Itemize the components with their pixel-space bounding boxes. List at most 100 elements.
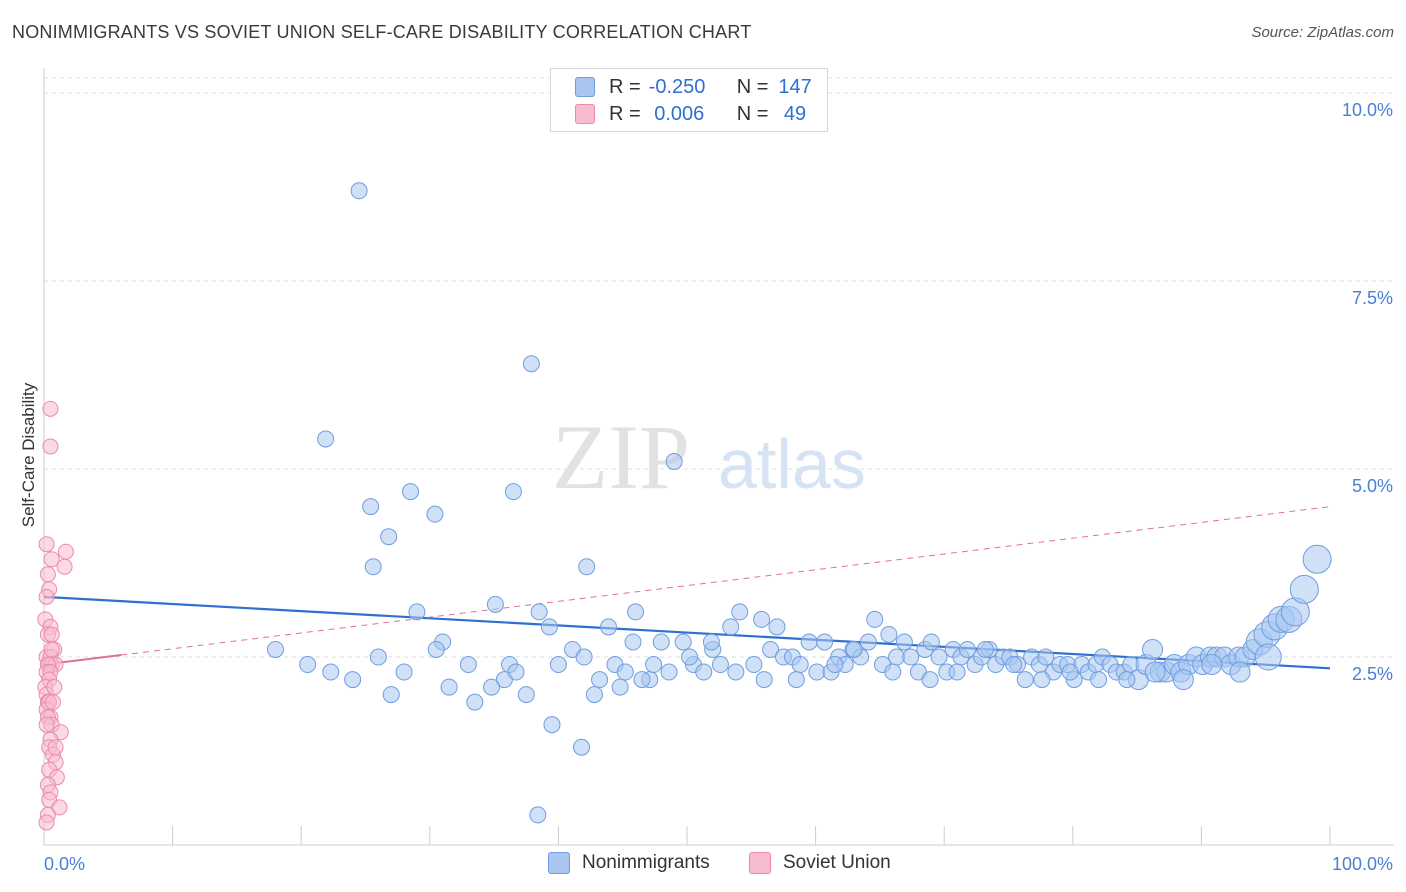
data-point-nonimmigrants xyxy=(322,663,340,681)
data-point-nonimmigrants xyxy=(317,430,335,448)
data-point-nonimmigrants xyxy=(402,483,420,501)
x-tick-label: 0.0% xyxy=(44,854,85,874)
data-point-nonimmigrants xyxy=(395,663,413,681)
data-point-nonimmigrants xyxy=(486,595,504,613)
data-point-nonimmigrants xyxy=(1254,643,1282,671)
data-point-nonimmigrants xyxy=(1118,671,1136,689)
legend-r-value: -0.250 xyxy=(648,75,706,98)
data-point-soviet-union xyxy=(43,641,60,658)
data-point-nonimmigrants xyxy=(895,633,913,651)
data-point-nonimmigrants xyxy=(948,663,966,681)
data-point-nonimmigrants xyxy=(1289,574,1319,604)
data-point-nonimmigrants xyxy=(921,671,939,689)
data-point-nonimmigrants xyxy=(440,678,458,696)
data-point-nonimmigrants xyxy=(902,648,920,666)
data-point-nonimmigrants xyxy=(616,663,634,681)
data-point-soviet-union xyxy=(56,558,73,575)
data-point-nonimmigrants xyxy=(369,648,387,666)
data-point-nonimmigrants xyxy=(808,663,826,681)
data-point-nonimmigrants xyxy=(578,558,596,576)
data-point-nonimmigrants xyxy=(627,603,645,621)
data-point-nonimmigrants xyxy=(624,633,642,651)
data-point-nonimmigrants xyxy=(1201,654,1223,676)
source-label: Source: ZipAtlas.com xyxy=(1251,24,1394,41)
data-point-nonimmigrants xyxy=(299,656,317,674)
y-axis-label: Self-Care Disability xyxy=(19,382,38,527)
legend-r-label: R = xyxy=(609,75,641,98)
chart-title: NONIMMIGRANTS VS SOVIET UNION SELF-CARE … xyxy=(12,22,752,42)
axes xyxy=(43,68,1394,846)
data-point-nonimmigrants xyxy=(1016,671,1034,689)
data-point-nonimmigrants xyxy=(880,625,898,643)
data-point-nonimmigrants xyxy=(816,633,834,651)
data-point-nonimmigrants xyxy=(380,528,398,546)
data-point-nonimmigrants xyxy=(1144,661,1166,683)
data-point-nonimmigrants xyxy=(507,663,525,681)
data-point-nonimmigrants xyxy=(540,618,558,636)
data-point-soviet-union xyxy=(45,694,62,711)
legend-n-label: N = xyxy=(736,75,769,98)
data-point-soviet-union xyxy=(57,543,74,560)
data-point-nonimmigrants xyxy=(681,648,699,666)
data-point-nonimmigrants xyxy=(549,656,567,674)
data-point-nonimmigrants xyxy=(611,678,629,696)
data-point-nonimmigrants xyxy=(800,633,818,651)
data-point-nonimmigrants xyxy=(958,640,976,658)
trend-line-nonimmigrants xyxy=(43,595,1331,670)
legend-n-label: N = xyxy=(736,102,769,125)
data-point-nonimmigrants xyxy=(652,633,670,651)
tick-labels: 2.5% 5.0% 7.5% 10.0% 0.0% 100.0% xyxy=(44,100,1393,874)
data-point-nonimmigrants xyxy=(922,633,940,651)
bottom-legend-label: Soviet Union xyxy=(783,852,891,873)
data-point-nonimmigrants xyxy=(665,453,683,470)
data-point-nonimmigrants xyxy=(543,716,561,734)
legend-n-value: 49 xyxy=(778,102,807,125)
data-point-nonimmigrants xyxy=(866,610,884,628)
data-point-nonimmigrants xyxy=(722,618,740,636)
legend-r-label: R = xyxy=(609,102,641,125)
data-point-soviet-union xyxy=(46,679,63,696)
data-point-soviet-union xyxy=(38,716,55,733)
data-point-nonimmigrants xyxy=(427,640,445,658)
series-nonimmigrants xyxy=(266,182,1332,824)
legend-r-value: 0.006 xyxy=(648,102,705,125)
data-point-nonimmigrants xyxy=(731,603,749,621)
y-tick-label: 5.0% xyxy=(1352,476,1393,496)
data-point-nonimmigrants xyxy=(350,182,368,200)
data-point-nonimmigrants xyxy=(845,640,863,658)
legend-swatch-pink xyxy=(575,104,595,124)
data-point-nonimmigrants xyxy=(1033,671,1051,689)
data-point-nonimmigrants xyxy=(1061,663,1079,681)
data-point-soviet-union xyxy=(47,739,64,756)
data-point-nonimmigrants xyxy=(483,678,501,696)
data-point-nonimmigrants xyxy=(695,663,713,681)
data-point-nonimmigrants xyxy=(645,656,663,674)
data-point-nonimmigrants xyxy=(585,686,603,704)
data-point-nonimmigrants xyxy=(591,671,609,689)
data-point-nonimmigrants xyxy=(1090,671,1108,689)
data-point-nonimmigrants xyxy=(522,355,540,373)
bottom-legend-label: Nonimmigrants xyxy=(582,852,710,873)
data-point-nonimmigrants xyxy=(573,738,591,756)
data-point-nonimmigrants xyxy=(504,483,522,501)
data-point-nonimmigrants xyxy=(1005,656,1023,674)
bottom-legend-soviet-union: Soviet Union xyxy=(749,852,891,874)
data-point-nonimmigrants xyxy=(382,686,400,704)
data-point-soviet-union xyxy=(39,566,56,583)
data-point-nonimmigrants xyxy=(787,671,805,689)
watermark: ZIP atlas xyxy=(552,406,866,508)
data-point-soviet-union xyxy=(43,626,60,643)
data-point-soviet-union xyxy=(38,536,55,553)
data-point-nonimmigrants xyxy=(884,663,902,681)
legend-row-soviet-union: R = 0.006 N = 49 xyxy=(575,102,806,126)
data-point-nonimmigrants xyxy=(575,648,593,666)
data-point-nonimmigrants xyxy=(1037,648,1055,666)
watermark-atlas: atlas xyxy=(718,425,866,503)
bottom-legend-swatch-blue xyxy=(548,852,570,874)
data-point-nonimmigrants xyxy=(344,671,362,689)
x-tick-label: 100.0% xyxy=(1332,854,1393,874)
y-tick-label: 10.0% xyxy=(1342,100,1393,120)
trend-line-soviet-dashed xyxy=(121,506,1331,656)
data-point-nonimmigrants xyxy=(660,663,678,681)
y-tick-label: 2.5% xyxy=(1352,664,1393,684)
